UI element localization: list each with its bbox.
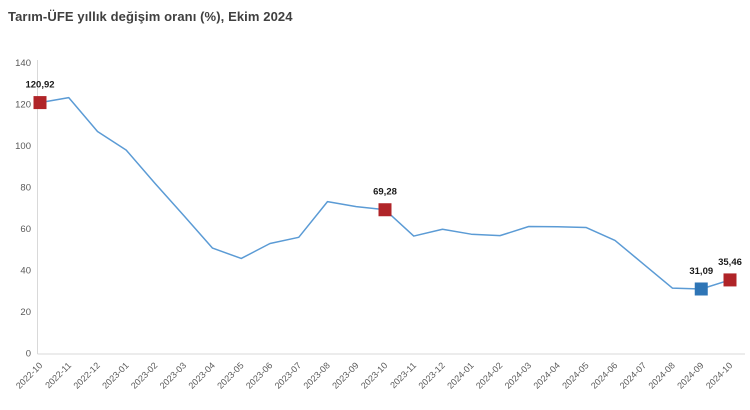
x-axis-label: 2024-10 bbox=[704, 360, 734, 390]
x-axis-label: 2023-08 bbox=[301, 360, 331, 390]
data-point-marker bbox=[33, 96, 47, 110]
y-axis-tick-label: 100 bbox=[15, 141, 31, 152]
x-axis-label: 2023-05 bbox=[215, 360, 245, 390]
y-axis-tick-label: 0 bbox=[26, 349, 31, 360]
x-axis-label: 2023-12 bbox=[416, 360, 446, 390]
y-axis-tick-label: 140 bbox=[15, 58, 31, 69]
x-axis-label: 2023-02 bbox=[129, 360, 159, 390]
data-point-value-label: 69,28 bbox=[373, 187, 397, 198]
x-axis-label: 2024-06 bbox=[589, 360, 619, 390]
x-axis-label: 2023-01 bbox=[100, 360, 130, 390]
x-axis-label: 2022-10 bbox=[14, 360, 44, 390]
x-axis-label: 2023-03 bbox=[158, 360, 188, 390]
x-axis-label: 2024-09 bbox=[675, 360, 705, 390]
data-point-value-label: 35,46 bbox=[718, 257, 742, 268]
x-axis-label: 2023-10 bbox=[359, 360, 389, 390]
x-axis-label: 2022-12 bbox=[71, 360, 101, 390]
x-axis-label: 2024-07 bbox=[618, 360, 648, 390]
data-point-marker bbox=[694, 282, 708, 296]
data-point-value-label: 120,92 bbox=[25, 80, 54, 91]
data-point-marker bbox=[723, 273, 737, 287]
x-axis-label: 2024-04 bbox=[531, 360, 561, 390]
x-axis-label: 2023-06 bbox=[244, 360, 274, 390]
x-axis-label: 2024-05 bbox=[560, 360, 590, 390]
data-point-value-label: 31,09 bbox=[689, 266, 713, 277]
y-axis-tick-label: 80 bbox=[20, 183, 31, 194]
chart-title: Tarım-ÜFE yıllık değişim oranı (%), Ekim… bbox=[8, 9, 293, 24]
x-axis-label: 2023-07 bbox=[273, 360, 303, 390]
x-axis-label: 2023-11 bbox=[388, 360, 418, 390]
y-axis-tick-label: 40 bbox=[20, 266, 31, 277]
x-axis-label: 2024-03 bbox=[503, 360, 533, 390]
x-axis-label: 2022-11 bbox=[43, 360, 73, 390]
data-point-marker bbox=[378, 203, 392, 217]
x-axis-label: 2024-08 bbox=[646, 360, 676, 390]
y-axis-tick-label: 120 bbox=[15, 100, 31, 111]
x-axis-label: 2024-02 bbox=[474, 360, 504, 390]
y-axis-tick-label: 60 bbox=[20, 224, 31, 235]
x-axis-label: 2023-04 bbox=[186, 360, 216, 390]
y-axis-tick-label: 20 bbox=[20, 307, 31, 318]
x-axis-label: 2023-09 bbox=[330, 360, 360, 390]
x-axis-label: 2024-01 bbox=[445, 360, 475, 390]
